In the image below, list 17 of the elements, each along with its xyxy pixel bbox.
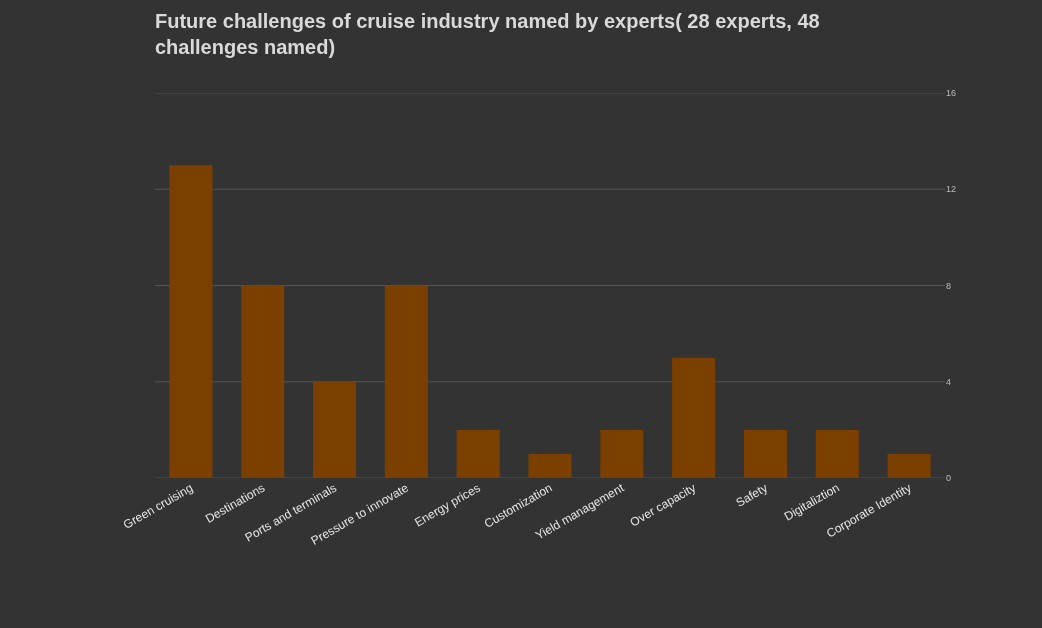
bar [887, 453, 931, 478]
chart-title: Future challenges of cruise industry named by experts( 28 experts, 48 challenges named) [155, 10, 820, 59]
bar [169, 165, 213, 478]
y-tick-label: 8 [946, 280, 952, 291]
bar [600, 429, 644, 478]
y-tick-label: 4 [946, 376, 952, 387]
bar [743, 429, 787, 478]
bar [672, 357, 716, 478]
bar [384, 285, 428, 478]
y-tick-label: 16 [946, 88, 957, 99]
y-tick-label: 0 [946, 473, 952, 484]
bar [241, 285, 285, 478]
y-tick-label: 12 [946, 184, 957, 195]
bar [815, 429, 859, 478]
bar [528, 453, 572, 478]
bar [456, 429, 500, 478]
bar [313, 381, 357, 478]
